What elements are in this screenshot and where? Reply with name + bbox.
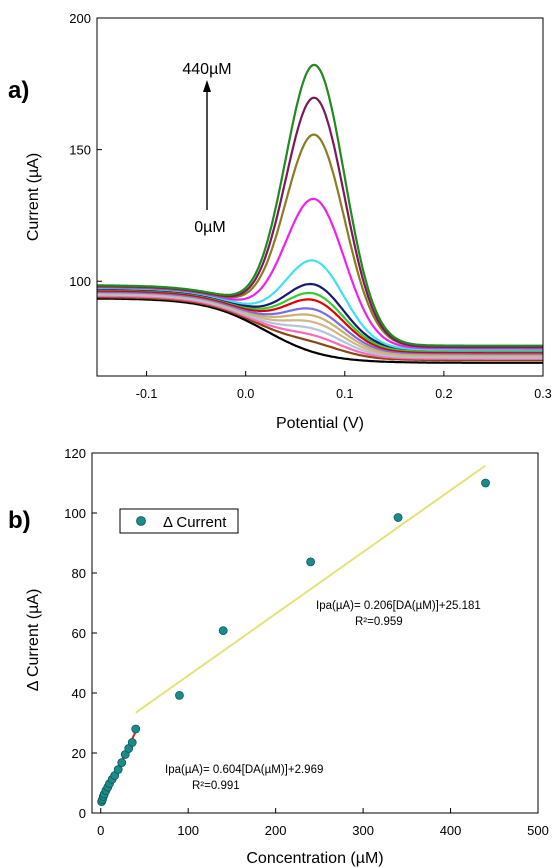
data-point	[131, 724, 141, 734]
panel-b-x-axis-label: Concentration (µM)	[246, 850, 383, 867]
panel-a-y-tick-label: 200	[69, 11, 91, 26]
panel-b-y-tick-label: 60	[72, 626, 86, 641]
panel-b-data-points	[97, 478, 490, 806]
data-point	[117, 758, 127, 767]
panel-a-x-tick-label: 0.0	[237, 387, 254, 401]
panel-b-y-tick-label: 100	[64, 506, 86, 521]
data-point	[218, 626, 228, 635]
fit-r2-upper: R²=0.959	[355, 616, 403, 628]
panel-b-x-tick-label: 300	[352, 823, 374, 838]
voltammogram-curve-2	[97, 294, 543, 360]
panel-a-x-axis-label: Potential (V)	[276, 415, 364, 432]
voltammogram-curve-13	[97, 96, 543, 349]
voltammogram-curve-1	[96, 296, 543, 362]
voltammogram-curve-14	[97, 63, 543, 347]
panel-b-y-tick-label: 120	[64, 446, 86, 461]
panel-b-y-tick-label: 20	[72, 746, 86, 761]
legend-entry-label: Δ Current	[163, 514, 227, 531]
panel-a-y-ticks: 100 150 200	[69, 11, 102, 289]
panel-b-y-axis-label: Δ Current (µA)	[25, 589, 42, 692]
voltammogram-curve-11	[96, 197, 543, 350]
panel-b-label: b)	[8, 507, 31, 534]
annotation-top-concentration: 440µM	[182, 61, 231, 78]
panel-a-x-ticks: -0.1 0.0 0.1 0.2 0.3	[136, 371, 552, 401]
voltammogram-curve-7	[97, 289, 543, 354]
legend: Δ Current	[119, 508, 239, 534]
voltammogram-curve-6	[97, 290, 543, 355]
panel-a-x-tick-label: 0.2	[435, 387, 452, 401]
voltammogram-curve-3	[97, 293, 543, 359]
panel-a-x-tick-label: 0.1	[336, 387, 353, 401]
fit-equation-lower: Ipa(µA)= 0.604[DA(µM)]+2.969	[165, 764, 323, 776]
panel-a-y-axis-label: Current (µA)	[25, 153, 42, 241]
panel-b: b) 0 100 200 300 400 500 0 20 40 60 80 100 120 Conc…	[8, 446, 549, 867]
panel-b-y-tick-label: 40	[72, 686, 86, 701]
legend-marker	[136, 516, 146, 526]
panel-a-plot-frame	[96, 17, 544, 377]
panel-b-y-ticks: 0 20 40 60 80 100 120	[64, 446, 97, 821]
panel-a-y-tick-label: 150	[69, 143, 91, 158]
data-point	[175, 691, 184, 700]
panel-a-curves	[96, 63, 543, 364]
data-point	[393, 513, 403, 522]
panel-b-plot-frame	[91, 452, 539, 814]
panel-b-x-tick-label: 400	[440, 823, 462, 838]
fit-line-high-range	[135, 464, 487, 714]
panel-b-x-ticks: 0 100 200 300 400 500	[97, 808, 549, 838]
panel-b-x-tick-label: 100	[177, 823, 199, 838]
data-point	[113, 765, 123, 774]
fit-r2-lower: R²=0.991	[192, 780, 240, 792]
panel-a-x-tick-label: -0.1	[136, 387, 158, 401]
annotation-bottom-concentration: 0µM	[194, 219, 225, 236]
data-point	[127, 738, 137, 747]
panel-a-label: a)	[8, 77, 29, 104]
panel-a-y-tick-label: 100	[69, 274, 91, 289]
panel-b-y-tick-label: 0	[79, 806, 86, 821]
fit-equation-upper: Ipa(µA)= 0.206[DA(µM)]+25.181	[316, 600, 481, 612]
panel-a: a) -0.1 0.0 0.1 0.2 0.3 100 150 200 Potential …	[8, 11, 552, 432]
panel-b-x-tick-label: 0	[97, 823, 104, 838]
panel-b-x-tick-label: 500	[527, 823, 549, 838]
voltammogram-curve-0	[97, 297, 543, 364]
concentration-arrow-head	[203, 80, 211, 92]
data-point	[481, 478, 490, 488]
data-point	[306, 557, 316, 567]
panel-b-x-tick-label: 200	[265, 823, 287, 838]
panel-b-y-tick-label: 80	[72, 566, 86, 581]
panel-a-x-tick-label: 0.3	[534, 387, 551, 401]
voltammogram-curve-12	[97, 133, 543, 349]
